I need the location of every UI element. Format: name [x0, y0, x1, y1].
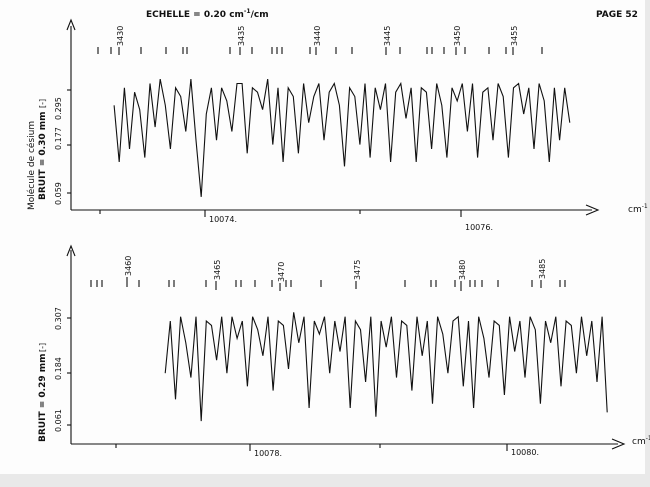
scale-label-suffix: /cm — [251, 10, 269, 20]
top-line-number: 3435 — [237, 26, 246, 46]
bottom-y-axis-arrow — [66, 244, 76, 257]
page-number: PAGE 52 — [596, 10, 638, 20]
scale-label-prefix: ECHELLE = 0.20 cm — [146, 10, 244, 20]
top-line-number-group: 3430 3435 3440 3445 3450 3455 — [116, 26, 519, 55]
top-spectrum-panel: 0.295 0.177 0.059 [-] BRUIT = 0.30 mm Mo… — [26, 18, 648, 232]
top-x-calib-label: 10076. — [465, 223, 493, 232]
top-bracket-symbol: [-] — [38, 99, 47, 108]
page-edge-shadow — [645, 0, 650, 487]
top-x-unit-label: cm-1 — [628, 203, 648, 215]
top-line-id-ticks — [97, 47, 543, 54]
top-y-tick-label: 0.059 — [54, 182, 63, 205]
scale-label-superscript: -1 — [244, 8, 251, 15]
molecule-label: Molécule de césium — [26, 121, 37, 210]
scale-label: ECHELLE = 0.20 cm-1/cm — [146, 8, 269, 20]
bottom-line-number-group: 3460 3465 3470 3475 3480 3485 — [124, 256, 547, 291]
top-noise-label: BRUIT = 0.30 mm — [38, 112, 48, 201]
bottom-x-calib-label: 10078. — [254, 449, 282, 458]
bottom-noise-label: BRUIT = 0.29 mm — [38, 354, 48, 443]
top-x-unit-text: cm — [628, 205, 642, 215]
bottom-spectrum-panel: 0.307 0.184 0.061 [-] BRUIT = 0.29 mm 10… — [38, 244, 650, 458]
top-y-tick-label: 0.295 — [54, 97, 63, 120]
page-bottom-shadow — [0, 474, 650, 487]
top-line-number: 3440 — [313, 26, 322, 46]
bottom-spectrum-trace — [164, 312, 608, 422]
top-spectrum-trace — [113, 78, 571, 197]
bottom-x-unit-text: cm — [632, 437, 646, 447]
top-x-axis-arrow — [585, 204, 600, 216]
bottom-line-number: 3485 — [538, 259, 547, 279]
bottom-x-axis-arrow — [611, 438, 626, 450]
top-y-axis-arrow — [66, 18, 76, 31]
bottom-line-number: 3470 — [277, 262, 286, 282]
bottom-y-tick-label: 0.307 — [54, 307, 63, 330]
bottom-line-number: 3460 — [124, 256, 133, 276]
bottom-x-unit-label: cm-1 — [632, 435, 650, 447]
bottom-bracket-symbol: [-] — [38, 343, 47, 352]
bottom-line-number: 3465 — [213, 260, 222, 280]
top-y-tick-label: 0.177 — [54, 127, 63, 150]
bottom-line-id-ticks — [90, 280, 566, 287]
top-line-number: 3445 — [383, 26, 392, 46]
top-line-number: 3450 — [453, 26, 462, 46]
bottom-line-number: 3480 — [458, 260, 467, 280]
top-x-unit-superscript: -1 — [642, 203, 648, 210]
top-line-number: 3430 — [116, 26, 125, 46]
bottom-x-calib-label: 10080. — [511, 448, 539, 457]
bottom-y-tick-label: 0.184 — [54, 357, 63, 380]
bottom-x-unit-superscript: -1 — [646, 435, 650, 442]
top-line-number: 3455 — [510, 26, 519, 46]
top-x-calib-label: 10074. — [209, 215, 237, 224]
bottom-line-number: 3475 — [353, 260, 362, 280]
bottom-y-tick-label: 0.061 — [54, 409, 63, 432]
